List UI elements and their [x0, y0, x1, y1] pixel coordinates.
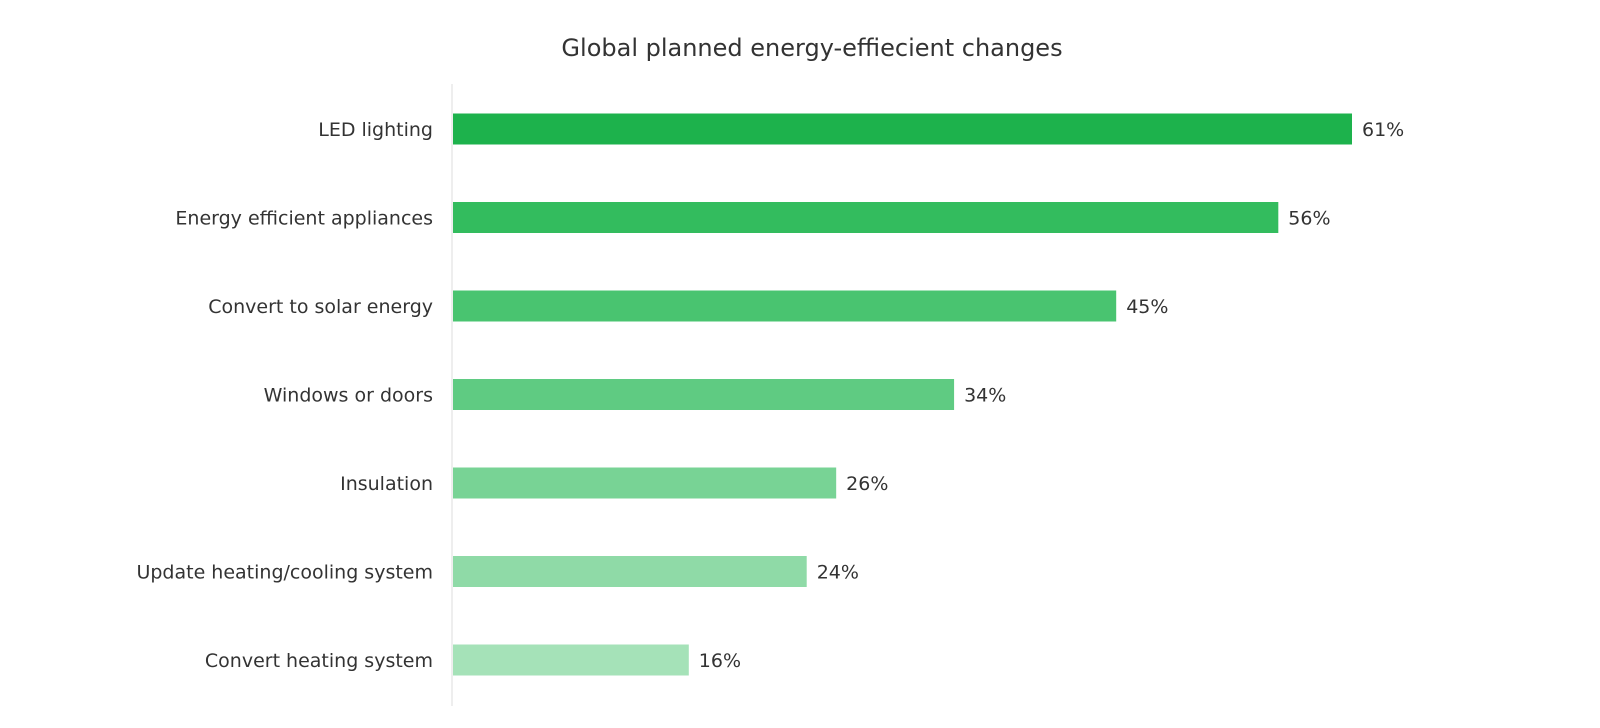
bar-5	[453, 556, 807, 587]
bar-0	[453, 113, 1352, 145]
value-label-4: 26%	[846, 473, 888, 495]
value-label-3: 34%	[964, 385, 1006, 407]
value-label-6: 16%	[699, 650, 741, 672]
chart-title: Global planned energy-effiecient changes	[561, 34, 1062, 62]
bars-group: LED lighting 61% Energy efficient applianc…	[136, 113, 1404, 676]
category-label-2: Convert to solar energy	[208, 296, 433, 318]
value-label-5: 24%	[817, 562, 859, 584]
category-label-6: Convert heating system	[205, 650, 433, 672]
bar-3	[453, 379, 955, 410]
category-label-4: Insulation	[340, 473, 433, 495]
bar-6	[453, 644, 689, 676]
bar-1	[453, 202, 1279, 233]
bar-2	[453, 290, 1117, 322]
category-label-0: LED lighting	[318, 119, 433, 141]
value-label-2: 45%	[1126, 296, 1168, 318]
value-label-1: 56%	[1288, 208, 1330, 230]
category-label-3: Windows or doors	[264, 385, 433, 407]
value-label-0: 61%	[1362, 119, 1404, 141]
category-label-5: Update heating/cooling system	[136, 562, 433, 584]
category-label-1: Energy efficient appliances	[175, 208, 433, 230]
bar-4	[453, 467, 837, 499]
